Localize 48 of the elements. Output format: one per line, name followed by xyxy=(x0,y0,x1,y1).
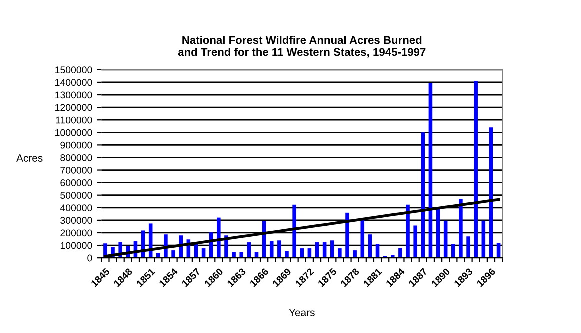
bar xyxy=(466,236,470,258)
bar xyxy=(217,218,221,258)
bar xyxy=(428,83,433,258)
y-tick-label: 1200000 xyxy=(56,104,92,112)
y-tick-label: 100000 xyxy=(60,242,92,250)
y-tick-label: 700000 xyxy=(60,167,92,174)
bar xyxy=(232,252,236,258)
bar xyxy=(474,81,478,258)
bar xyxy=(300,248,304,258)
bar xyxy=(368,234,372,258)
y-tick-label: 200000 xyxy=(60,230,92,237)
bar xyxy=(360,220,365,258)
y-tick-label: 900000 xyxy=(60,142,92,149)
line-series xyxy=(104,198,500,258)
y-tick-label: 500000 xyxy=(60,192,92,199)
bar xyxy=(338,248,342,258)
y-tick-label: 400000 xyxy=(60,204,92,212)
y-tick-label: 800000 xyxy=(60,154,92,162)
bar xyxy=(459,198,463,258)
y-tick-label: 1300000 xyxy=(56,92,92,99)
bar xyxy=(414,226,418,258)
chart-title: National Forest Wildfire Annual Acres Burned and Trend for the 11 Western States, 1945-1997 xyxy=(178,36,426,58)
y-tick-label: 1100000 xyxy=(56,116,92,124)
y-tick-label: 300000 xyxy=(60,217,92,224)
y-tick-label: 1000000 xyxy=(56,129,92,136)
y-tick-label: 1400000 xyxy=(56,79,92,86)
bar xyxy=(346,212,350,258)
bar xyxy=(240,252,244,258)
bar xyxy=(444,220,448,258)
bar xyxy=(172,250,176,258)
bar xyxy=(292,204,296,258)
bar xyxy=(285,251,289,258)
bar xyxy=(270,242,274,258)
bar xyxy=(353,250,357,258)
bar xyxy=(398,248,402,258)
y-tick-label: 1500000 xyxy=(56,66,92,74)
bar xyxy=(330,240,334,258)
bar xyxy=(406,204,410,258)
x-axis-title: Years xyxy=(289,309,315,316)
bar xyxy=(278,240,282,258)
bar xyxy=(482,220,486,258)
bar xyxy=(452,244,456,258)
y-axis-title: Acres xyxy=(16,154,43,162)
bar xyxy=(156,253,160,258)
y-tick-label: 0 xyxy=(88,254,92,262)
bar xyxy=(421,132,426,258)
y-tick-label: 600000 xyxy=(60,180,92,186)
bar xyxy=(489,128,494,258)
